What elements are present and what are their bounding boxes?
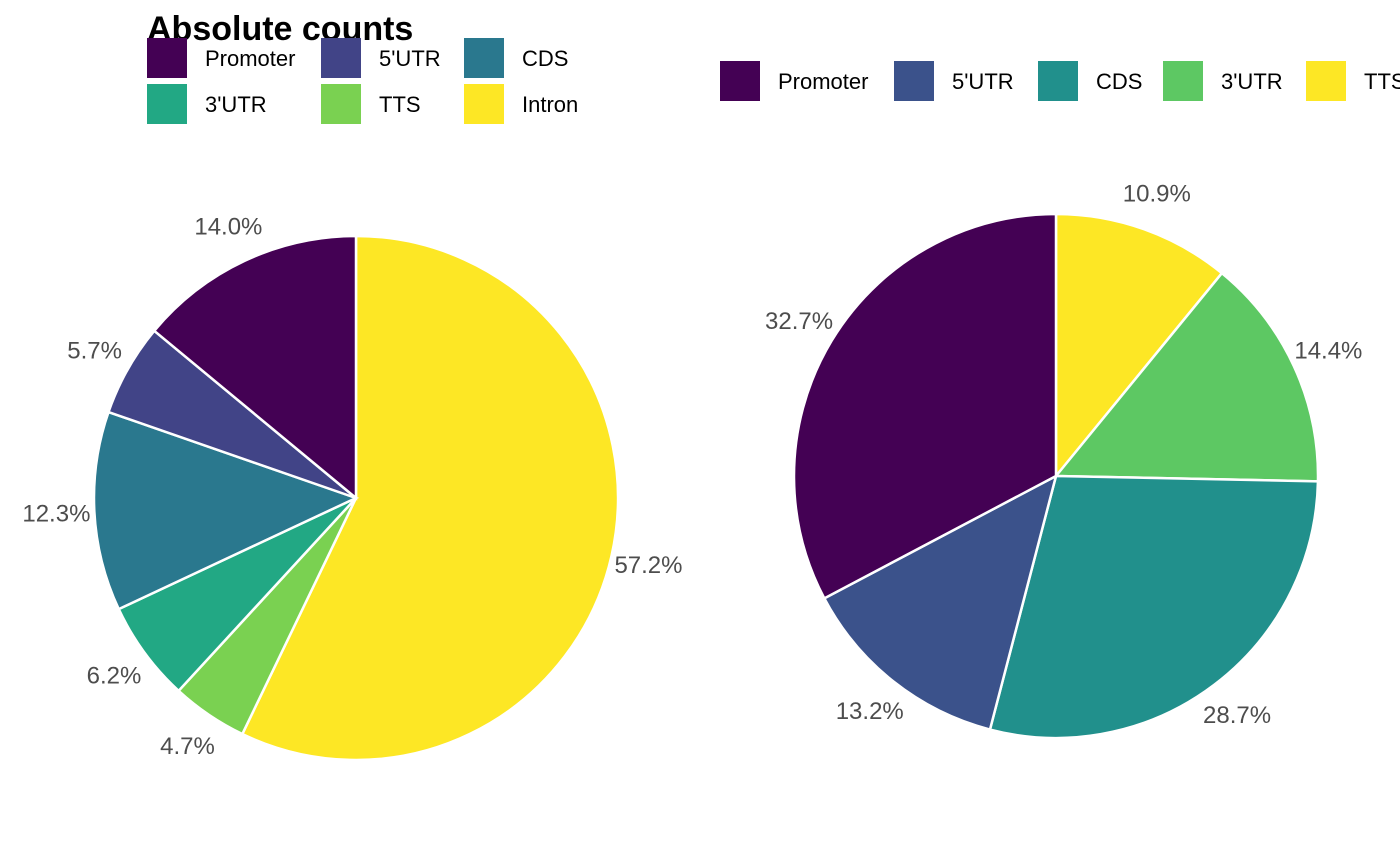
legend-label-3utr: 3'UTR xyxy=(1221,69,1283,94)
legend-swatch-tts xyxy=(321,84,361,124)
pie-label-promoter: 14.0% xyxy=(194,213,262,240)
legend-swatch-promoter xyxy=(720,61,760,101)
legend-swatch-3utr xyxy=(1163,61,1203,101)
pie-slice-3utr xyxy=(1053,271,1320,483)
legend-label-5utr: 5'UTR xyxy=(379,46,441,71)
legend-label-intron: Intron xyxy=(522,92,578,117)
legend-left: Promoter 5'UTR CDS 3'UTR TTS Intron xyxy=(147,38,578,124)
legend-label-5utr: 5'UTR xyxy=(952,69,1014,94)
pie-chart-right: 10.9% 14.4% 28.7% 13.2% 32.7% xyxy=(765,180,1362,740)
legend-swatch-tts xyxy=(1306,61,1346,101)
pie-slice-promoter xyxy=(152,234,358,501)
legend-label-tts: TTS xyxy=(379,92,421,117)
legend-swatch-3utr xyxy=(147,84,187,124)
pie-slice-cds xyxy=(988,474,1320,740)
pie-label-5utr: 13.2% xyxy=(836,698,904,725)
pie-label-promoter: 32.7% xyxy=(765,308,833,335)
pie-label-cds: 12.3% xyxy=(22,501,90,528)
pie-label-tts: 4.7% xyxy=(160,733,215,760)
legend-label-tts: TTS xyxy=(1364,69,1400,94)
legend-label-promoter: Promoter xyxy=(205,46,295,71)
pie-slice-tts xyxy=(1054,212,1224,480)
legend-swatch-5utr xyxy=(894,61,934,101)
pie-label-5utr: 5.7% xyxy=(67,338,122,365)
legend-label-cds: CDS xyxy=(522,46,568,71)
pie-slice-cds xyxy=(92,410,360,611)
pie-slice-promoter xyxy=(792,212,1058,601)
legend-swatch-cds xyxy=(1038,61,1078,101)
legend-swatch-promoter xyxy=(147,38,187,78)
legend-right: Promoter 5'UTR CDS 3'UTR TTS xyxy=(720,61,1400,101)
legend-swatch-intron xyxy=(464,84,504,124)
chart-title: Absolute counts xyxy=(147,10,413,48)
pie-chart-left: 57.2% 4.7% 6.2% 12.3% 5.7% 14.0% xyxy=(22,213,683,762)
legend-label-3utr: 3'UTR xyxy=(205,92,267,117)
pie-slice-intron xyxy=(240,234,620,762)
legend-label-promoter: Promoter xyxy=(778,69,868,94)
pie-label-cds: 28.7% xyxy=(1203,702,1271,729)
legend-swatch-cds xyxy=(464,38,504,78)
pie-slice-5utr xyxy=(822,473,1058,732)
legend-label-cds: CDS xyxy=(1096,69,1142,94)
pie-label-3utr: 14.4% xyxy=(1294,337,1362,364)
pie-label-intron: 57.2% xyxy=(614,552,682,579)
legend-swatch-5utr xyxy=(321,38,361,78)
pie-label-tts: 10.9% xyxy=(1123,180,1191,207)
pie-label-3utr: 6.2% xyxy=(87,662,142,689)
